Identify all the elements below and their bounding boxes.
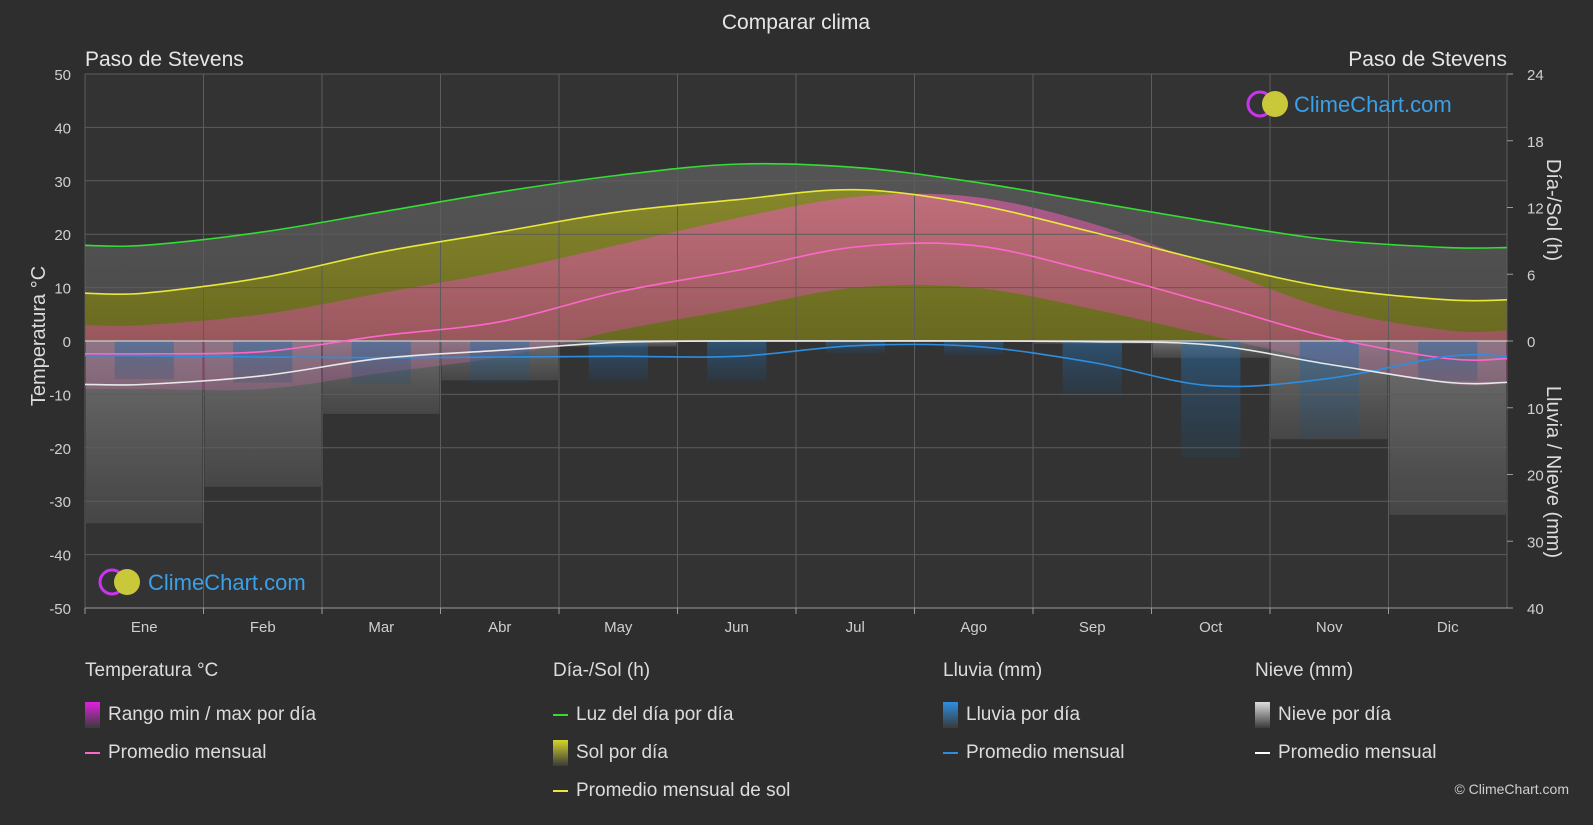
rain-bar xyxy=(1418,341,1478,381)
legend-swatch xyxy=(943,752,958,754)
climate-chart: Comparar clima Paso de Stevens Paso de S… xyxy=(28,11,1564,636)
legend-item: Promedio mensual xyxy=(85,734,316,772)
legend-label: Rango min / max por día xyxy=(108,704,317,725)
legend-group-title: Día-/Sol (h) xyxy=(553,660,651,681)
brand-logo-top: ClimeChart.com xyxy=(1246,90,1452,118)
brand-logo-bottom: ClimeChart.com xyxy=(98,568,306,596)
legend-swatch xyxy=(553,714,568,716)
y-right-top-tick-label: 0 xyxy=(1527,334,1535,351)
x-tick-label: Jul xyxy=(846,619,865,636)
legend-label: Lluvia por día xyxy=(966,704,1081,725)
legend-swatch xyxy=(1255,702,1270,728)
x-tick-label: Feb xyxy=(250,619,276,636)
y-right-bottom-label: Lluvia / Nieve (mm) xyxy=(1542,386,1564,558)
legend-swatch xyxy=(85,752,100,754)
legend-swatch xyxy=(943,702,958,728)
legend-swatch xyxy=(553,740,568,766)
y-left-tick-label: 30 xyxy=(54,174,71,191)
y-right-top-tick-label: 6 xyxy=(1527,267,1535,284)
legend-group-title: Temperatura °C xyxy=(85,660,219,681)
rain-bar xyxy=(588,341,648,381)
y-right-top-tick-label: 24 xyxy=(1527,67,1544,84)
y-left-tick-label: -50 xyxy=(49,601,71,618)
y-right-top-tick-label: 12 xyxy=(1527,201,1544,218)
legend-group: Lluvia (mm) Lluvia por día Promedio mensua… xyxy=(943,660,1124,772)
y-right-bottom-tick-label: 20 xyxy=(1527,468,1544,485)
y-left-tick-label: 10 xyxy=(54,281,71,298)
rain-bar xyxy=(825,341,885,354)
y-right-bottom-tick-label: 30 xyxy=(1527,534,1544,551)
x-tick-label: Abr xyxy=(488,619,511,636)
rain-bar xyxy=(707,341,767,381)
location-right: Paso de Stevens xyxy=(1348,48,1507,71)
rain-bar xyxy=(351,341,411,385)
sunshine-avg-line xyxy=(84,188,1508,302)
legend-item: Promedio mensual de sol xyxy=(553,772,790,810)
legend-swatch xyxy=(553,790,568,792)
y-left-tick-label: -40 xyxy=(49,548,71,565)
legend-label: Promedio mensual xyxy=(108,742,267,763)
logo-sun-icon xyxy=(114,569,140,595)
y-left-tick-label: 20 xyxy=(54,227,71,244)
y-left-tick-label: 0 xyxy=(63,334,71,351)
legend-group-title: Lluvia (mm) xyxy=(943,660,1043,681)
rain-bar xyxy=(1181,341,1241,458)
rain-bar xyxy=(944,341,1004,355)
legend-item: Promedio mensual xyxy=(1255,734,1436,772)
plot-area: 50 40 30 20 10 0 -10 -20 -30 -40 -50 Ene Feb Mar Abr Ma… xyxy=(49,67,1543,636)
legend-label: Luz del día por día xyxy=(576,704,734,725)
y-right-bottom-tick-label: 40 xyxy=(1527,601,1544,618)
chart-title: Comparar clima xyxy=(722,11,871,34)
legend-label: Promedio mensual xyxy=(966,742,1125,763)
brand-name-bottom: ClimeChart.com xyxy=(148,570,306,595)
legend-group-title: Nieve (mm) xyxy=(1255,660,1354,681)
location-left: Paso de Stevens xyxy=(85,48,244,71)
rain-bar xyxy=(470,341,530,383)
rain-bar xyxy=(1062,341,1122,397)
y-left-tick-label: 50 xyxy=(54,67,71,84)
legend-swatch xyxy=(85,702,100,728)
y-right-top-tick-label: 18 xyxy=(1527,134,1544,151)
legend-group: Día-/Sol (h) Luz del día por día Sol por d… xyxy=(553,660,790,810)
logo-sun-icon xyxy=(1262,91,1288,117)
copyright: © ClimeChart.com xyxy=(1454,781,1569,797)
legend-item: Rango min / max por día xyxy=(85,696,316,734)
legend-group: Nieve (mm) Nieve por día Promedio mensual xyxy=(1255,660,1436,772)
legend-swatch xyxy=(1255,752,1270,754)
legend-label: Nieve por día xyxy=(1278,704,1392,725)
x-tick-label: Dic xyxy=(1437,619,1459,636)
legend-item: Nieve por día xyxy=(1255,696,1436,734)
y-left-tick-label: -20 xyxy=(49,441,71,458)
y-left-tick-label: -30 xyxy=(49,494,71,511)
x-tick-label: Oct xyxy=(1199,619,1223,636)
y-left-label: Temperatura °C xyxy=(28,266,50,406)
x-tick-label: May xyxy=(604,619,633,636)
legend-group: Temperatura °C Rango min / max por día Pro… xyxy=(85,660,316,772)
rain-bar xyxy=(114,341,174,380)
x-tick-label: Ene xyxy=(131,619,158,636)
x-tick-label: Jun xyxy=(725,619,749,636)
legend-label: Sol por día xyxy=(576,742,668,763)
x-tick-label: Nov xyxy=(1316,619,1343,636)
x-tick-label: Sep xyxy=(1079,619,1106,636)
snow-avg-line xyxy=(84,340,1508,386)
rain-bar xyxy=(1299,341,1359,439)
y-right-bottom-tick-label: 10 xyxy=(1527,401,1544,418)
legend-label: Promedio mensual xyxy=(1278,742,1437,763)
y-left-tick-label: 40 xyxy=(54,120,71,137)
legend-label: Promedio mensual de sol xyxy=(576,780,791,801)
x-tick-label: Mar xyxy=(368,619,394,636)
x-tick-label: Ago xyxy=(960,619,987,636)
y-left-tick-label: -10 xyxy=(49,387,71,404)
legend-item: Lluvia por día xyxy=(943,696,1124,734)
temp-avg-line xyxy=(84,242,1508,361)
y-right-top-label: Día-/Sol (h) xyxy=(1542,159,1564,261)
brand-name-top: ClimeChart.com xyxy=(1294,92,1452,117)
daylight-line xyxy=(84,162,1508,249)
legend-item: Luz del día por día xyxy=(553,696,790,734)
legend-item: Promedio mensual xyxy=(943,734,1124,772)
rain-avg-line xyxy=(84,343,1508,388)
legend-item: Sol por día xyxy=(553,734,790,772)
